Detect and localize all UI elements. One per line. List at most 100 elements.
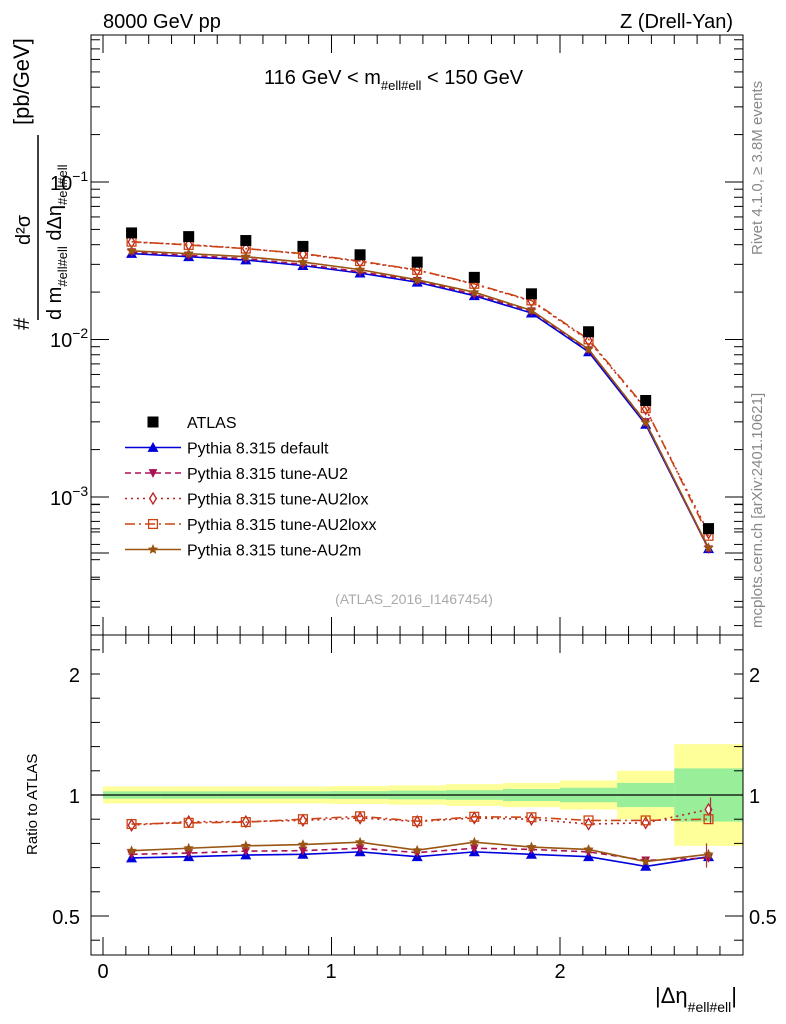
ylabel-denominator: d m#ell#ell dΔη#ell#ell [44,164,70,320]
main-point-4-0 [126,245,137,256]
legend-label: Pythia 8.315 default [187,441,329,458]
ratio-point-2-1 [184,814,193,829]
ratio-point-4-9 [640,856,651,866]
ratio-point-3-3 [297,814,308,825]
main-point-4-3 [297,256,309,267]
ratio-point-3-7 [526,812,537,823]
legend-marker [147,442,159,452]
data-point-3 [297,240,309,252]
data-point-7 [525,288,537,300]
ratio-point-3-6 [469,811,480,822]
ratio-point-4-3 [297,839,309,850]
ratio-point-3-2 [240,817,251,828]
ratio-point-4-10 [703,848,714,859]
legend-marker [148,491,158,506]
ratio-point-2-8 [584,817,593,831]
legend-marker [147,518,159,530]
main-panel: 10−1 10−2 10−3 116 GeV < m#ell#ell < 150… [50,34,744,636]
ylabel-unit: [pb/GeV] [9,38,34,125]
data-point-10 [703,523,715,535]
xtick-label-0: 0 [97,961,108,983]
ytick-label-1e-3: 10−3 [50,483,88,510]
analysis-watermark: (ATLAS_2016_I1467454) [335,591,493,607]
ratio-point-3-8 [583,815,594,826]
legend-label: Pythia 8.315 tune-AU2m [187,543,361,560]
legend-label: Pythia 8.315 tune-AU2 [187,466,348,483]
ratio-point-4-6 [469,836,480,847]
legend-entry-4: Pythia 8.315 tune-AU2loxx [125,517,376,534]
ratio-point-4-7 [526,841,537,852]
legend-entry-5: Pythia 8.315 tune-AU2m [125,543,361,560]
ytick-label-1e-2: 10−2 [50,325,88,352]
ratio-point-2-0 [127,818,136,833]
ratio-point-4-4 [354,836,366,847]
rivet-label: Rivet 4.1.0, ≥ 3.8M events [749,81,766,255]
main-point-4-6 [469,286,480,297]
ratio-point-2-7 [527,812,536,826]
main-axis-ticks [91,35,743,635]
legend-label: Pythia 8.315 tune-AU2loxx [187,517,376,534]
header-right: Z (Drell-Yan) [620,11,733,33]
ratio-line-3 [131,815,709,825]
mcplots-label: mcplots.cern.ch [arXiv:2401.10621] [749,393,766,628]
legend: ATLAS Pythia 8.315 default Pythia 8.315 tu… [125,415,376,560]
ratio-point-3-5 [412,816,423,827]
ratio-point-0-9 [640,860,652,871]
legend-label: Pythia 8.315 tune-AU2lox [187,492,368,509]
ratio-point-3-4 [355,811,366,822]
ratio-panel: 2 1 0.5 2 1 0.5 Ratio to ATLAS 0 1 2 |Δη… [24,504,777,1015]
main-point-4-5 [412,274,423,285]
ratio-point-1-3 [298,846,308,856]
ratio-ytick-label-0.5: 0.5 [52,907,80,929]
main-series-layer [126,227,715,555]
ratio-point-3-0 [126,818,137,830]
ratio-point-3-9 [640,815,651,826]
xtick-label-2: 2 [554,961,565,983]
legend-label: ATLAS [187,415,237,432]
ratio-point-2-3 [298,813,307,828]
main-point-4-8 [583,343,594,354]
data-point-8 [583,326,595,338]
plot-title: 116 GeV < m#ell#ell < 150 GeV [264,67,524,93]
legend-marker [148,469,158,478]
ratio-point-3-1 [183,817,194,828]
ratio-point-4-0 [126,845,137,856]
data-point-1 [183,231,195,243]
ratio-point-1-4 [355,844,365,854]
main-point-4-7 [526,304,537,315]
legend-entry-2: Pythia 8.315 tune-AU2 [125,466,348,483]
ratio-frame [90,634,744,956]
ratio-point-3-10 [703,814,714,825]
legend-entry-3: Pythia 8.315 tune-AU2lox [125,492,368,509]
header-left: 8000 GeV pp [103,11,221,33]
x-axis-label: |Δη#ell#ell| [655,983,737,1015]
main-point-4-10 [703,542,714,553]
ratio-ytick-label-2-right: 2 [749,665,760,687]
ratio-ytick-label-0.5-right: 0.5 [749,907,777,929]
data-point-2 [240,235,252,247]
ratio-series-layer [126,797,715,871]
legend-entry-0: ATLAS [147,415,237,432]
data-point-9 [640,394,652,406]
ratio-point-4-8 [583,844,594,854]
main-ylabel: # d²σ d m#ell#ell dΔη#ell#ell [pb/GeV] [9,38,70,330]
legend-marker [147,416,159,428]
data-point-5 [411,256,423,268]
ratio-point-2-4 [356,811,365,825]
main-point-4-1 [183,248,194,259]
data-point-4 [354,249,366,261]
legend-entry-1: Pythia 8.315 default [125,441,329,458]
xtick-label-1: 1 [325,961,336,983]
ratio-point-2-6 [470,811,479,825]
legend-marker [147,544,159,554]
ratio-point-1-6 [469,844,479,854]
data-point-6 [468,271,480,283]
ratio-point-2-9 [641,816,650,830]
ratio-ytick-label-2: 2 [69,665,80,687]
ratio-ylabel: Ratio to ATLAS [24,754,41,855]
main-point-4-9 [640,417,651,427]
ytick-label-1e-1: 10−1 [50,168,88,195]
main-point-4-4 [354,264,366,275]
ratio-ytick-label-1: 1 [69,786,80,808]
